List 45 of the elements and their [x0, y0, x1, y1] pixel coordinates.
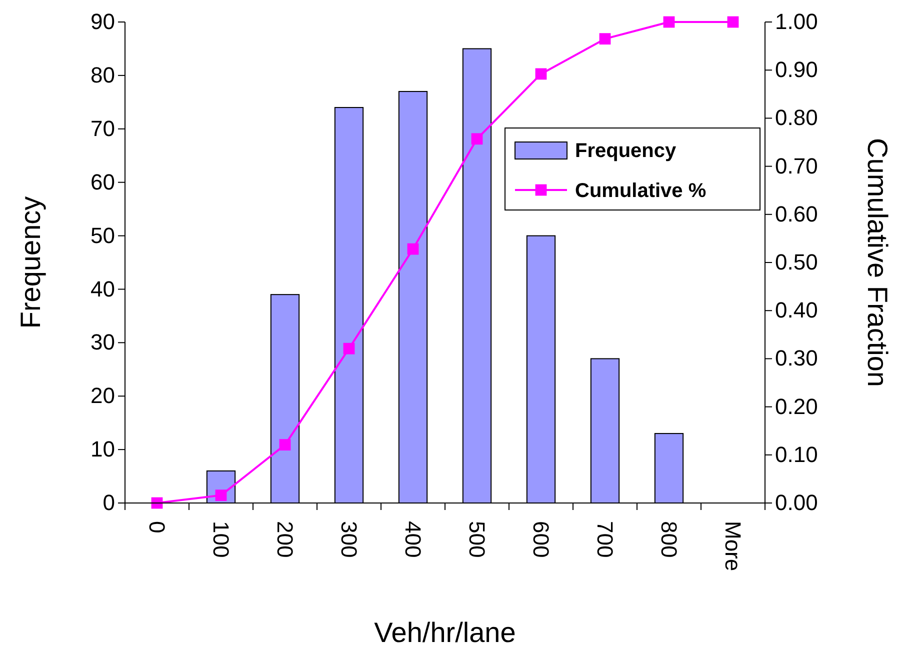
y-axis-title: Frequency — [15, 196, 46, 329]
x-axis-title: Veh/hr/lane — [374, 617, 516, 648]
x-tick-label: 800 — [656, 521, 682, 558]
point — [407, 243, 419, 255]
y-tick-label: 50 — [90, 222, 115, 248]
legend-label: Frequency — [575, 140, 678, 162]
point — [663, 16, 675, 28]
y2-tick-label: 0.60 — [775, 201, 818, 226]
y2-tick-label: 0.50 — [775, 250, 818, 275]
x-tick-label: 500 — [464, 521, 490, 558]
point — [343, 342, 355, 354]
y2-tick-label: 0.90 — [775, 57, 818, 82]
x-tick-label: More — [720, 521, 746, 572]
y2-tick-label: 0.00 — [775, 490, 818, 516]
point — [599, 33, 611, 45]
y2-tick-label: 0.70 — [775, 153, 818, 178]
point — [471, 133, 483, 145]
x-tick-label: 300 — [336, 521, 362, 558]
y-tick-label: 30 — [90, 330, 115, 355]
x-tick-label: 200 — [272, 521, 298, 558]
y2-tick-label: 0.20 — [775, 394, 818, 419]
y-tick-label: 70 — [90, 116, 115, 141]
y2-axis-title: Cumulative Fraction — [862, 138, 893, 387]
y-tick-label: 10 — [90, 436, 115, 462]
point — [279, 439, 291, 450]
y-tick-label: 0 — [102, 490, 115, 516]
x-tick-label: 700 — [592, 521, 618, 558]
y-tick-label: 80 — [90, 62, 115, 88]
legend-label: Cumulative % — [575, 180, 706, 202]
point — [535, 68, 547, 80]
x-tick-label: 600 — [528, 521, 554, 558]
y2-tick-label: 0.80 — [775, 105, 818, 130]
y-tick-label: 40 — [90, 276, 115, 302]
y-tick-label: 90 — [90, 9, 115, 34]
x-tick-label: 0 — [144, 521, 170, 534]
y2-tick-label: 0.30 — [775, 346, 818, 371]
point — [727, 16, 739, 28]
y-tick-label: 20 — [90, 383, 115, 408]
x-tick-label: 400 — [400, 521, 426, 558]
y-tick-label: 60 — [90, 169, 115, 194]
y2-tick-label: 0.10 — [775, 442, 818, 467]
y2-tick-label: 0.40 — [775, 298, 818, 323]
y2-tick-label: 1.00 — [775, 9, 818, 34]
point — [215, 490, 227, 502]
x-tick-label: 100 — [208, 521, 234, 558]
